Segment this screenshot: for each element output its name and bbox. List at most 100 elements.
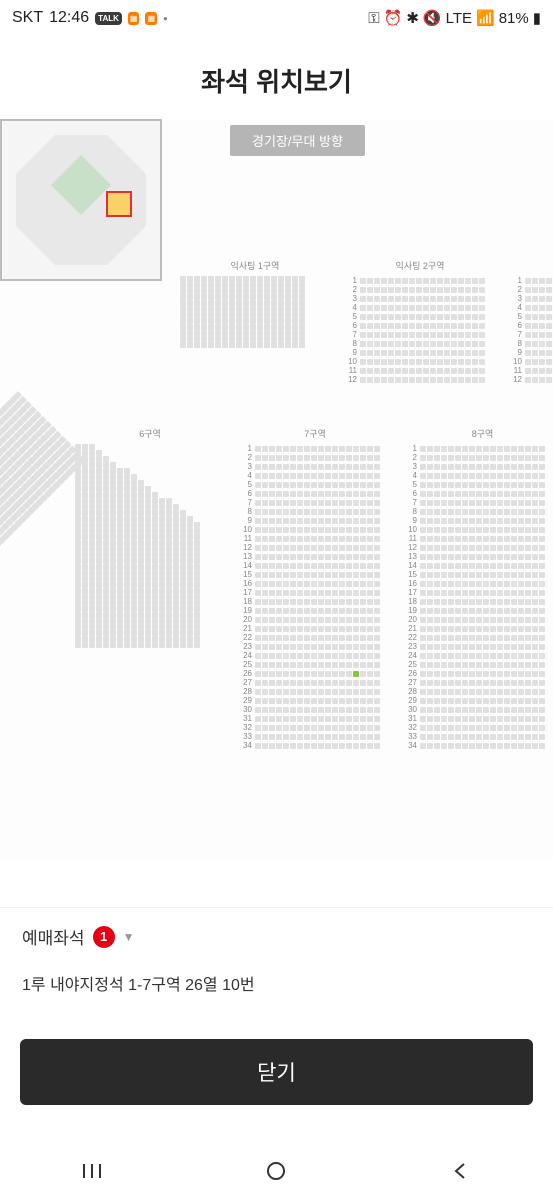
- seat[interactable]: [131, 642, 137, 648]
- seat[interactable]: [448, 617, 454, 623]
- seat[interactable]: [469, 644, 475, 650]
- seat[interactable]: [276, 554, 282, 560]
- seat[interactable]: [409, 323, 415, 329]
- seat[interactable]: [476, 536, 482, 542]
- seat[interactable]: [381, 278, 387, 284]
- seat[interactable]: [518, 590, 524, 596]
- seat[interactable]: [360, 332, 366, 338]
- seat[interactable]: [269, 545, 275, 551]
- seat[interactable]: [283, 563, 289, 569]
- seat[interactable]: [437, 341, 443, 347]
- seat[interactable]: [532, 464, 538, 470]
- seat[interactable]: [339, 626, 345, 632]
- seat[interactable]: [532, 350, 538, 356]
- seat[interactable]: [539, 536, 545, 542]
- seat[interactable]: [434, 446, 440, 452]
- seat[interactable]: [290, 509, 296, 515]
- seat[interactable]: [367, 350, 373, 356]
- seat[interactable]: [374, 725, 380, 731]
- seat[interactable]: [427, 536, 433, 542]
- seat[interactable]: [367, 482, 373, 488]
- seat[interactable]: [367, 671, 373, 677]
- seat[interactable]: [276, 563, 282, 569]
- seat-section-lower-7[interactable]: 7구역 123456789101112131415161718192021222…: [240, 427, 390, 750]
- seat[interactable]: [353, 725, 359, 731]
- seat[interactable]: [353, 509, 359, 515]
- seat[interactable]: [367, 725, 373, 731]
- seat[interactable]: [469, 536, 475, 542]
- seat[interactable]: [448, 653, 454, 659]
- seat[interactable]: [290, 635, 296, 641]
- seat[interactable]: [497, 464, 503, 470]
- seat[interactable]: [525, 590, 531, 596]
- seat[interactable]: [420, 617, 426, 623]
- seat[interactable]: [483, 716, 489, 722]
- seat[interactable]: [290, 644, 296, 650]
- seat[interactable]: [518, 545, 524, 551]
- seat[interactable]: [455, 662, 461, 668]
- seat[interactable]: [297, 563, 303, 569]
- seat[interactable]: [462, 554, 468, 560]
- seat[interactable]: [532, 608, 538, 614]
- seat[interactable]: [462, 707, 468, 713]
- seat[interactable]: [462, 734, 468, 740]
- seat[interactable]: [402, 332, 408, 338]
- seat[interactable]: [483, 455, 489, 461]
- seat[interactable]: [448, 644, 454, 650]
- seat[interactable]: [532, 581, 538, 587]
- seat[interactable]: [420, 590, 426, 596]
- seat[interactable]: [290, 680, 296, 686]
- seat[interactable]: [283, 590, 289, 596]
- seat[interactable]: [339, 563, 345, 569]
- seat[interactable]: [483, 509, 489, 515]
- seat[interactable]: [318, 455, 324, 461]
- seat[interactable]: [255, 482, 261, 488]
- seat[interactable]: [483, 734, 489, 740]
- seat[interactable]: [525, 698, 531, 704]
- seat[interactable]: [339, 536, 345, 542]
- seat[interactable]: [402, 341, 408, 347]
- seat[interactable]: [325, 554, 331, 560]
- seat[interactable]: [276, 635, 282, 641]
- seat[interactable]: [367, 581, 373, 587]
- seat[interactable]: [276, 671, 282, 677]
- seat[interactable]: [353, 464, 359, 470]
- seat[interactable]: [490, 500, 496, 506]
- seat[interactable]: [420, 662, 426, 668]
- seat[interactable]: [416, 305, 422, 311]
- seat[interactable]: [525, 446, 531, 452]
- seat[interactable]: [539, 653, 545, 659]
- seat[interactable]: [539, 671, 545, 677]
- seat[interactable]: [374, 536, 380, 542]
- seat[interactable]: [497, 743, 503, 749]
- seat[interactable]: [441, 590, 447, 596]
- seat[interactable]: [420, 572, 426, 578]
- seat[interactable]: [476, 608, 482, 614]
- seat[interactable]: [434, 482, 440, 488]
- seat[interactable]: [374, 653, 380, 659]
- seat[interactable]: [402, 377, 408, 383]
- seat[interactable]: [381, 359, 387, 365]
- seat[interactable]: [311, 635, 317, 641]
- seat[interactable]: [504, 509, 510, 515]
- seat[interactable]: [262, 662, 268, 668]
- seat[interactable]: [311, 653, 317, 659]
- seat[interactable]: [325, 581, 331, 587]
- seat[interactable]: [304, 716, 310, 722]
- seat[interactable]: [427, 482, 433, 488]
- seat[interactable]: [441, 509, 447, 515]
- seat[interactable]: [444, 359, 450, 365]
- seat[interactable]: [388, 377, 394, 383]
- seat[interactable]: [458, 332, 464, 338]
- seat[interactable]: [427, 545, 433, 551]
- seat[interactable]: [483, 590, 489, 596]
- seat[interactable]: [409, 305, 415, 311]
- seat[interactable]: [332, 500, 338, 506]
- seat-section-diagonal[interactable]: [0, 391, 86, 587]
- seat[interactable]: [250, 342, 256, 348]
- seat[interactable]: [504, 734, 510, 740]
- seat[interactable]: [262, 464, 268, 470]
- seat[interactable]: [462, 446, 468, 452]
- seat[interactable]: [304, 527, 310, 533]
- seat[interactable]: [346, 464, 352, 470]
